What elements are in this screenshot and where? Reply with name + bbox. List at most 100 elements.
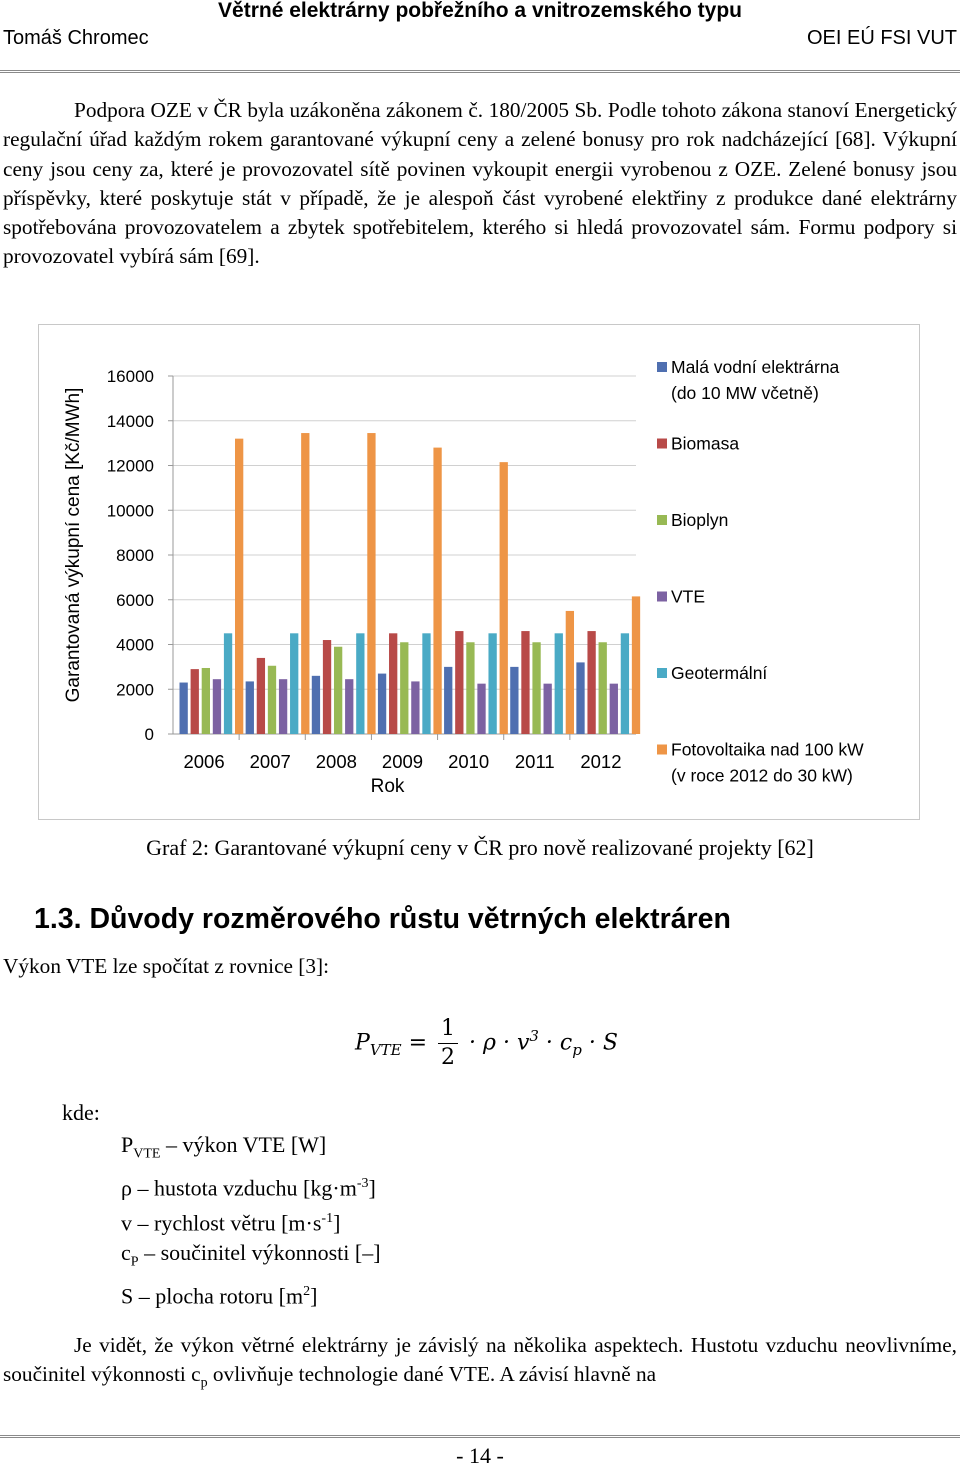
y-tick-label: 8000 (116, 546, 154, 565)
bar (389, 633, 398, 734)
bar (554, 633, 563, 734)
formula-denominator: 2 (441, 1045, 456, 1070)
bar (377, 673, 387, 734)
paragraph-2-part-a: Je vidět, že výkon větrné elektrárny je … (3, 1333, 957, 1387)
legend-swatch (657, 362, 667, 372)
x-axis-title: Rok (371, 776, 405, 797)
intro-text: Výkon VTE lze spočítat z rovnice [3]: (3, 952, 957, 981)
def-area: S – plocha rotoru [m2] (121, 1277, 381, 1311)
paragraph-2-sub: p (200, 1375, 208, 1391)
legend-swatch (657, 515, 667, 525)
x-tick-label: 2008 (316, 751, 357, 772)
formula-s: · S (588, 1030, 618, 1056)
bar (631, 596, 641, 734)
def-power-sub: VTE (133, 1146, 161, 1162)
bar (466, 642, 475, 734)
bar (278, 679, 288, 734)
y-axis-title: Garantovaná výkupní cena [Kč/MWh] (63, 388, 84, 703)
bar (609, 683, 618, 734)
y-tick-label: 16000 (107, 367, 154, 386)
def-velocity-exp: -1 (321, 1210, 334, 1226)
bar (455, 631, 464, 734)
formula-numerator: 1 (438, 1015, 459, 1044)
formula-equals: = (408, 1030, 428, 1056)
bar (510, 666, 519, 734)
def-velocity: v – rychlost větru [m·s-1] (121, 1204, 381, 1238)
legend-swatch (657, 668, 667, 678)
bar (400, 642, 409, 734)
def-coefficient-text: – součinitel výkonnosti [–] (138, 1240, 381, 1266)
def-area-close: ] (310, 1283, 318, 1309)
y-tick-label: 10000 (107, 501, 154, 520)
legend-label: (v roce 2012 do 30 kW) (671, 766, 853, 786)
x-tick-label: 2010 (448, 751, 489, 772)
symbol-definitions: PVTE – výkon VTE [W] ρ – hustota vzduchu… (121, 1130, 381, 1312)
legend-label: Geotermální (671, 663, 767, 683)
paragraph-text: Podpora OZE v ČR byla uzákoněna zákonem … (3, 98, 957, 269)
def-power-text: – výkon VTE [W] (160, 1132, 327, 1157)
body-paragraph-2: Je vidět, že výkon větrné elektrárny je … (3, 1331, 957, 1398)
figure-caption: Graf 2: Garantované výkupní ceny v ČR pr… (146, 835, 814, 860)
paragraph-2-part-b: ovlivňuje technologie dané VTE. A závisí… (207, 1362, 657, 1387)
formula-rho-v: · ρ · v (469, 1030, 530, 1056)
bar (256, 657, 266, 734)
bar (212, 679, 222, 734)
chart-frame (38, 324, 920, 820)
y-tick-label: 2000 (116, 680, 154, 699)
x-tick-label: 2006 (183, 751, 224, 772)
formula-fraction: 1 2 (438, 1015, 459, 1072)
formula-cp: · c (545, 1030, 573, 1056)
formula-lhs-sub: VTE (369, 1040, 402, 1059)
formula-lhs: P (355, 1030, 370, 1056)
x-tick-label: 2012 (580, 751, 621, 772)
def-coefficient-sub: P (130, 1254, 139, 1270)
bar (179, 682, 188, 734)
bar (477, 683, 486, 734)
bar (267, 665, 277, 734)
bar (565, 610, 575, 734)
formula-v-exp: 3 (529, 1027, 539, 1046)
section-heading: 1.3. Důvody rozměrového růstu větrných e… (34, 903, 731, 935)
bar (235, 438, 244, 734)
def-area-text: S – plocha rotoru [m (121, 1283, 304, 1309)
y-tick-label: 14000 (107, 412, 154, 431)
bar (311, 675, 321, 734)
x-tick-label: 2011 (515, 751, 555, 772)
bar (411, 681, 420, 734)
legend-label: VTE (671, 587, 705, 607)
def-coefficient: cP – součinitel výkonnosti [–] (121, 1238, 381, 1277)
legend-label: Biomasa (671, 434, 739, 454)
bar (576, 662, 585, 734)
def-velocity-close: ] (333, 1210, 341, 1236)
where-label: kde: (62, 1100, 100, 1125)
formula-cp-sub: p (572, 1040, 582, 1059)
author-name: Tomáš Chromec (3, 27, 149, 49)
bar (322, 640, 332, 734)
bar (532, 642, 541, 734)
bar (598, 642, 607, 734)
body-paragraph-1: Podpora OZE v ČR byla uzákoněna zákonem … (3, 96, 957, 272)
intro-line: Výkon VTE lze spočítat z rovnice [3]: (3, 954, 330, 978)
document-title: Větrné elektrárny pobřežního a vnitrozem… (218, 0, 742, 22)
bar (444, 666, 453, 734)
institution-name: OEI EÚ FSI VUT (806, 27, 957, 49)
bar (290, 633, 299, 734)
bar (521, 631, 530, 734)
bar (245, 681, 254, 734)
legend-swatch (657, 744, 667, 755)
bar (201, 667, 210, 734)
legend-label: Fotovoltaika nad 100 kW (671, 740, 864, 760)
price-bar-chart: 0 2000 4000 6000 8000 10000 12000 14000 16000 200… (63, 357, 864, 797)
bar (620, 633, 630, 734)
legend-label: Malá vodní elektrárna (671, 357, 840, 377)
def-coefficient-sym: c (121, 1240, 131, 1266)
y-tick-label: 12000 (107, 457, 154, 476)
bar (587, 631, 596, 734)
bar (433, 447, 442, 734)
legend-label: (do 10 MW včetně) (671, 383, 819, 403)
power-formula: PVTE = 1 2 · ρ · v3 · cp · S (355, 1015, 618, 1072)
legend-swatch (657, 438, 667, 449)
def-area-exp: 2 (303, 1284, 311, 1300)
paragraph-2-text: Je vidět, že výkon větrné elektrárny je … (3, 1331, 957, 1398)
bar (499, 462, 508, 734)
